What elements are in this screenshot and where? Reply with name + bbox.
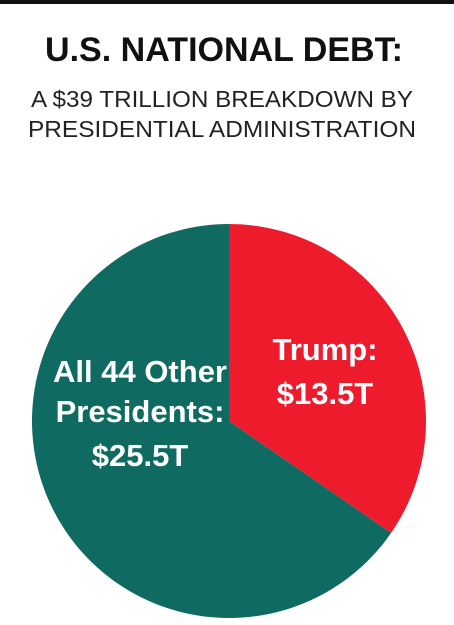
value-label: $13.5T — [276, 376, 374, 411]
category-label: All 44 Other Presidents: — [53, 354, 227, 429]
slice-label: All 44 Other Presidents: $25.5T — [50, 352, 230, 476]
slice-label-box: Trump: $13.5T — [255, 330, 395, 414]
chart-title: U.S. NATIONAL DEBT: — [45, 31, 403, 69]
slice-label: Trump: $13.5T — [255, 330, 395, 414]
chart-subtitle: A $39 TRILLION BREAKDOWN BY — [31, 86, 413, 112]
slice-label-box: All 44 Other Presidents: $25.5T — [50, 352, 230, 476]
category-label: Trump: — [272, 332, 378, 367]
pie-slice — [229, 224, 426, 533]
pie-slice — [31, 224, 392, 619]
value-label: $25.5T — [91, 438, 189, 473]
chart-subtitle: PRESIDENTIAL ADMINISTRATION — [28, 116, 416, 142]
top-strip — [0, 0, 454, 4]
